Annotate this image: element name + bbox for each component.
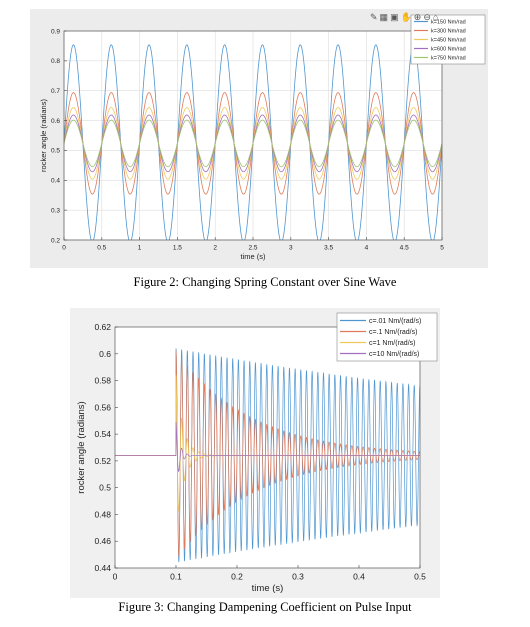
- y-axis-label: rocker angle (radians): [39, 99, 48, 172]
- x-tick-label: 0.2: [231, 572, 243, 582]
- y-tick-label: 0.5: [51, 148, 60, 155]
- legend-label: k=150 Nm/rad: [431, 19, 466, 25]
- series-line-5: [64, 119, 442, 168]
- y-tick-label: 0.6: [99, 349, 111, 359]
- x-tick-label: 3: [289, 245, 293, 252]
- x-tick-label: 4: [365, 245, 369, 252]
- x-tick-label: 3.5: [324, 245, 333, 252]
- figure-toolbar: ✎ ▦ ▣ ✋ ⊕ ⊖ ⌂: [370, 12, 450, 26]
- legend-label: c=1 Nm/(rad/s): [369, 340, 415, 347]
- legend-label: k=750 Nm/rad: [431, 55, 466, 61]
- home-icon[interactable]: ⌂: [432, 12, 439, 22]
- x-tick-label: 0.5: [414, 572, 426, 582]
- x-tick-label: 1: [138, 245, 142, 252]
- y-tick-label: 0.6: [51, 118, 60, 125]
- y-tick-label: 0.8: [51, 58, 60, 65]
- legend-label: k=450 Nm/rad: [431, 37, 466, 43]
- zoom-out-icon[interactable]: ⊖: [423, 12, 431, 22]
- chart-damping-coefficient: 0 0.1 0.2 0.3 0.4 0.5 0.44 0.46 0.48 0.5 0.52 0.54 0…: [76, 312, 438, 594]
- x-axis-label: time (s): [252, 583, 284, 594]
- y-tick-label: 0.56: [94, 402, 111, 412]
- x-tick-label: 0: [62, 245, 66, 252]
- legend-label: c=10 Nm/(rad/s): [369, 351, 419, 358]
- y-tick-label: 0.58: [94, 376, 111, 386]
- y-tick-label: 0.44: [94, 563, 111, 573]
- x-tick-label: 0.4: [353, 572, 365, 582]
- y-tick-label: 0.7: [51, 88, 60, 95]
- legend-label: c=.1 Nm/(rad/s): [369, 329, 417, 336]
- legend-label: k=600 Nm/rad: [431, 46, 466, 52]
- zoom-in-icon[interactable]: ⊕: [413, 12, 422, 22]
- figure-3: 0 0.1 0.2 0.3 0.4 0.5 0.44 0.46 0.48 0.5 0.52 0.54 0…: [70, 308, 440, 598]
- y-tick-label: 0.3: [51, 207, 60, 214]
- datatip-icon[interactable]: ▦: [379, 12, 389, 22]
- y-tick-label: 0.5: [99, 483, 111, 493]
- plot-frame: [114, 326, 421, 569]
- plot-area: [115, 327, 420, 568]
- x-axis-label: time (s): [241, 252, 267, 261]
- x-tick-label: 4.5: [400, 245, 409, 252]
- y-axis-label: rocker angle (radians): [76, 401, 87, 493]
- y-tick-label: 0.48: [94, 509, 111, 519]
- figure-3-caption: Figure 3: Changing Dampening Coefficient…: [118, 600, 412, 614]
- x-tick-label: 0: [113, 572, 118, 582]
- y-tick-label: 0.62: [94, 322, 111, 332]
- legend-label: c=.01 Nm/(rad/s): [369, 318, 421, 325]
- x-tick-label: 1.5: [173, 245, 182, 252]
- series-line-4: [115, 422, 420, 472]
- y-tick-label: 0.2: [51, 237, 60, 244]
- legend-label: k=300 Nm/rad: [431, 28, 466, 34]
- y-tick-label: 0.9: [51, 28, 60, 35]
- pan-icon[interactable]: ✋: [400, 12, 412, 22]
- y-tick-label: 0.4: [51, 178, 60, 185]
- x-tick-label: 2: [213, 245, 217, 252]
- save-icon[interactable]: ▣: [390, 12, 399, 22]
- x-tick-label: 0.3: [292, 572, 304, 582]
- y-tick-label: 0.52: [94, 456, 111, 466]
- y-tick-label: 0.46: [94, 536, 111, 546]
- x-tick-label: 0.1: [170, 572, 182, 582]
- figure-2: 0 0.5 1 1.5 2 2.5 3 3.5 4 4.5 5 0.2 0.3 0.4 0.5 0.6 0.7 0…: [30, 9, 488, 268]
- x-tick-label: 5: [440, 245, 444, 252]
- x-tick-label: 2.5: [248, 245, 257, 252]
- x-tick-label: 0.5: [97, 245, 106, 252]
- figure-2-caption: Figure 2: Changing Spring Constant over …: [133, 275, 397, 289]
- brush-icon[interactable]: ✎: [370, 12, 378, 22]
- chart-spring-constant: 0 0.5 1 1.5 2 2.5 3 3.5 4 4.5 5 0.2 0.3 0.4 0.5 0.6 0.7 0…: [39, 14, 486, 261]
- y-tick-label: 0.54: [94, 429, 111, 439]
